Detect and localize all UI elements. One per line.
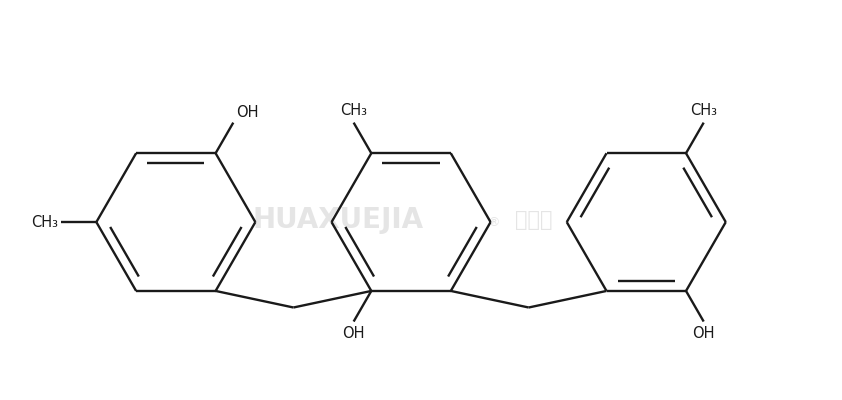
Text: CH₃: CH₃ bbox=[690, 103, 717, 118]
Text: HUAXUEJIA: HUAXUEJIA bbox=[253, 206, 424, 234]
Text: CH₃: CH₃ bbox=[30, 214, 58, 230]
Text: OH: OH bbox=[237, 106, 259, 120]
Text: 化学加: 化学加 bbox=[514, 210, 552, 230]
Text: OH: OH bbox=[692, 326, 715, 341]
Text: ®: ® bbox=[488, 216, 500, 228]
Text: OH: OH bbox=[343, 326, 365, 341]
Text: CH₃: CH₃ bbox=[340, 103, 367, 118]
